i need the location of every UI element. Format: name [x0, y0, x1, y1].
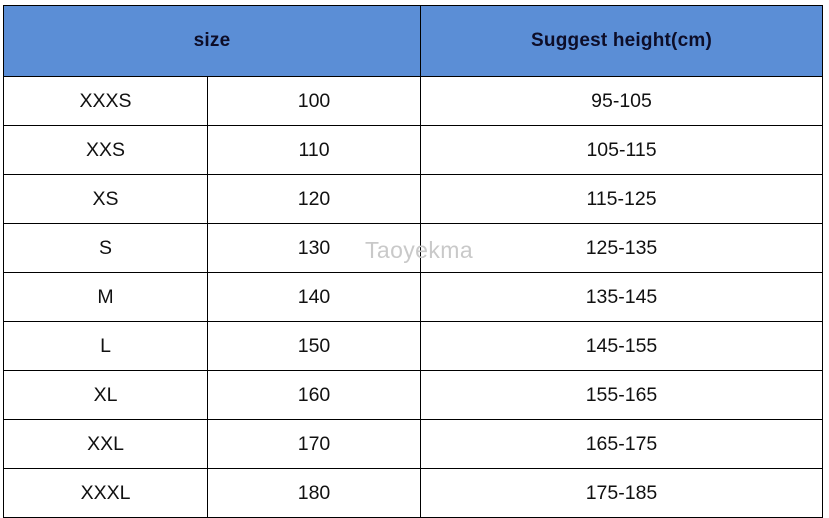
table-row: XXS 110 105-115 — [3, 125, 823, 175]
cell-size: XXL — [3, 419, 208, 469]
cell-size-number: 150 — [207, 321, 421, 371]
table-row: M 140 135-145 — [3, 272, 823, 322]
cell-suggest-height-cm: 145-155 — [420, 321, 823, 371]
cell-suggest-height-cm: 165-175 — [420, 419, 823, 469]
table-row: XXL 170 165-175 — [3, 419, 823, 469]
cell-size-number: 110 — [207, 125, 421, 175]
table-row: XL 160 155-165 — [3, 370, 823, 420]
size-chart-container: size Suggest height(cm) XXXS 100 95-105 XXS… — [3, 5, 823, 518]
header-row: size Suggest height(cm) — [3, 5, 823, 77]
size-chart-table: size Suggest height(cm) XXXS 100 95-105 XXS… — [3, 5, 823, 518]
cell-suggest-height-cm: 115-125 — [420, 174, 823, 224]
table-header: size Suggest height(cm) — [3, 5, 823, 77]
cell-suggest-height-cm: 125-135 — [420, 223, 823, 273]
table-row: S 130 125-135 — [3, 223, 823, 273]
cell-suggest-height-cm: 155-165 — [420, 370, 823, 420]
cell-size-number: 170 — [207, 419, 421, 469]
cell-size: M — [3, 272, 208, 322]
cell-suggest-height-cm: 135-145 — [420, 272, 823, 322]
table-row: XXXL 180 175-185 — [3, 468, 823, 518]
cell-suggest-height-cm: 95-105 — [420, 76, 823, 126]
table-body: XXXS 100 95-105 XXS 110 105-115 XS 120 115-125 S 1… — [3, 76, 823, 518]
cell-size-number: 180 — [207, 468, 421, 518]
cell-size: S — [3, 223, 208, 273]
table-row: L 150 145-155 — [3, 321, 823, 371]
cell-size-number: 140 — [207, 272, 421, 322]
column-header-size: size — [3, 5, 421, 77]
cell-size: L — [3, 321, 208, 371]
cell-size-number: 100 — [207, 76, 421, 126]
column-header-suggest-height: Suggest height(cm) — [420, 5, 823, 77]
cell-size-number: 120 — [207, 174, 421, 224]
cell-suggest-height-cm: 105-115 — [420, 125, 823, 175]
table-row: XS 120 115-125 — [3, 174, 823, 224]
cell-size: XXS — [3, 125, 208, 175]
table-row: XXXS 100 95-105 — [3, 76, 823, 126]
cell-size: XS — [3, 174, 208, 224]
cell-size: XL — [3, 370, 208, 420]
cell-size-number: 130 — [207, 223, 421, 273]
cell-size: XXXL — [3, 468, 208, 518]
cell-size-number: 160 — [207, 370, 421, 420]
cell-size: XXXS — [3, 76, 208, 126]
cell-suggest-height-cm: 175-185 — [420, 468, 823, 518]
